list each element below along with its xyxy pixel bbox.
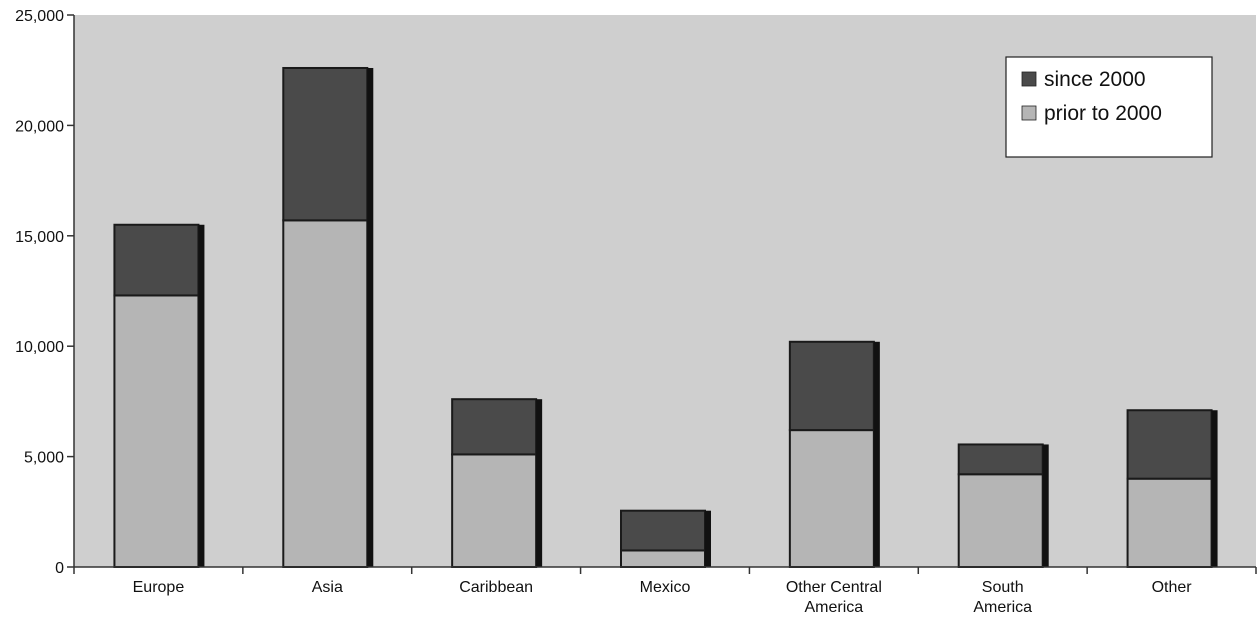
x-category-label-line: Asia bbox=[312, 579, 343, 596]
x-category-label: Other bbox=[1152, 579, 1193, 596]
x-category-label-line: Other Central bbox=[786, 579, 882, 596]
y-tick-label: 5,000 bbox=[24, 450, 64, 467]
x-category-label: Other Central America bbox=[786, 579, 882, 616]
y-tick-label: 25,000 bbox=[15, 8, 64, 25]
bar-segment-since-2000 bbox=[788, 340, 875, 432]
legend-swatch bbox=[1021, 71, 1037, 87]
legend-swatch bbox=[1021, 105, 1037, 121]
legend: since 2000 prior to 2000 bbox=[1005, 56, 1213, 158]
legend-label: since 2000 bbox=[1044, 68, 1146, 91]
bar-segment-prior-to-2000 bbox=[451, 453, 538, 568]
x-category-label-line: Caribbean bbox=[459, 579, 533, 596]
bar-shadow bbox=[198, 224, 205, 567]
y-axis: 0 5,000 10,000 15,000 20,000 25,000 bbox=[15, 8, 75, 577]
bar-shadow bbox=[705, 510, 711, 567]
legend-label: prior to 2000 bbox=[1044, 102, 1162, 125]
x-category-label: Mexico bbox=[640, 579, 691, 596]
x-category-label-line: South bbox=[982, 579, 1024, 596]
x-category-label: Caribbean bbox=[459, 579, 533, 596]
bars-group bbox=[113, 66, 1218, 569]
bar-segment-since-2000 bbox=[957, 443, 1044, 476]
bar-segment-since-2000 bbox=[282, 66, 369, 222]
x-axis: Europe Asia Caribbean Mexico Other Central Am… bbox=[73, 566, 1257, 616]
bar-segment-prior-to-2000 bbox=[620, 549, 706, 569]
bar-segment-since-2000 bbox=[451, 398, 538, 456]
x-category-label-line: Other bbox=[1152, 579, 1193, 596]
x-category-label-line: America bbox=[973, 599, 1032, 616]
legend-box bbox=[1005, 56, 1213, 158]
x-category-label: South America bbox=[973, 579, 1032, 616]
bar-segment-since-2000 bbox=[113, 223, 200, 297]
bar-segment-prior-to-2000 bbox=[113, 294, 200, 568]
bar-shadow bbox=[873, 341, 880, 567]
bar-shadow bbox=[1042, 444, 1049, 567]
bar-shadow bbox=[367, 67, 374, 567]
x-category-label-line: Europe bbox=[133, 579, 185, 596]
bar-segment-since-2000 bbox=[620, 509, 706, 552]
bar-segment-prior-to-2000 bbox=[788, 429, 875, 568]
x-category-label: Asia bbox=[312, 579, 343, 596]
bar-shadow bbox=[1211, 410, 1218, 567]
bar-segment-prior-to-2000 bbox=[957, 473, 1044, 569]
x-category-label: Europe bbox=[133, 579, 185, 596]
y-tick-label: 10,000 bbox=[15, 339, 64, 356]
x-category-label-line: America bbox=[805, 599, 864, 616]
y-tick-label: 15,000 bbox=[15, 229, 64, 246]
bar-segment-prior-to-2000 bbox=[1126, 477, 1213, 568]
bar-segment-since-2000 bbox=[1126, 409, 1213, 480]
x-category-label-line: Mexico bbox=[640, 579, 691, 596]
bar-segment-prior-to-2000 bbox=[282, 219, 369, 568]
bar-shadow bbox=[536, 399, 543, 567]
y-tick-label: 20,000 bbox=[15, 118, 64, 135]
y-tick-label: 0 bbox=[55, 560, 64, 577]
